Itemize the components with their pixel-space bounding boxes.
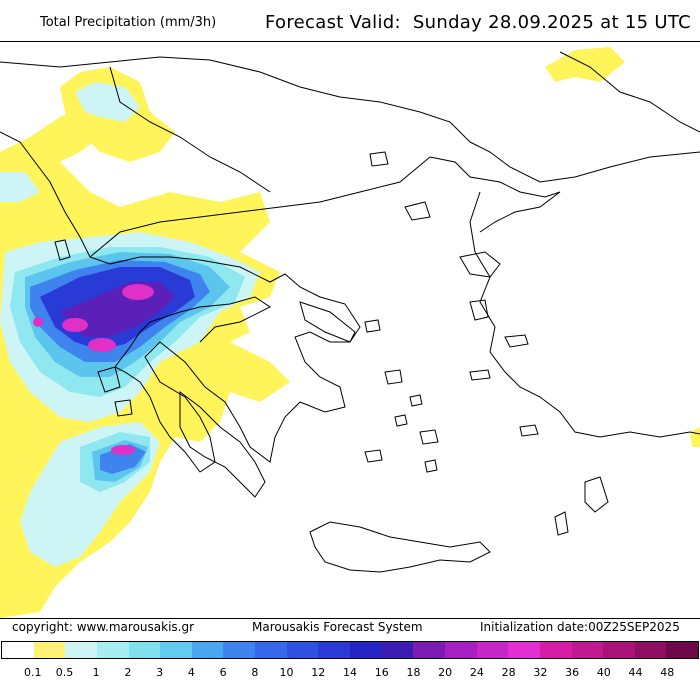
coast-turkey-west [469, 191, 700, 438]
legend-tick-label: 3 [156, 666, 164, 679]
legend-tick-label: 20 [438, 666, 453, 679]
island-santorini [424, 459, 438, 473]
legend-swatch [318, 642, 351, 658]
legend-swatch [444, 642, 477, 658]
legend-swatch [666, 642, 699, 658]
legend-swatch [128, 642, 161, 658]
legend-tick-label: 2 [124, 666, 132, 679]
legend-tick-label: 24 [469, 666, 484, 679]
copyright-text: copyright: www.marousakis.gr [12, 620, 195, 634]
coast-marmara [429, 156, 561, 233]
island-mykonos [409, 394, 423, 407]
border-east [559, 51, 700, 133]
legend-swatch [255, 642, 287, 658]
legend-swatch [476, 642, 509, 658]
legend-tick-label: 10 [279, 666, 294, 679]
island-corfu [54, 239, 71, 261]
color-legend [1, 641, 699, 659]
coast-mainland [0, 131, 361, 473]
legend-tick-label: 6 [219, 666, 227, 679]
border-inner [109, 66, 271, 193]
legend-swatch [539, 642, 572, 658]
legend-swatch [634, 642, 667, 658]
legend-swatch [603, 642, 635, 658]
border-north [0, 56, 471, 143]
forecast-valid-label: Forecast Valid: [265, 12, 401, 33]
legend-tick-label: 14 [343, 666, 357, 679]
island-skyros [364, 319, 381, 333]
precip-area-c1-north [75, 82, 140, 122]
legend-swatch [413, 642, 445, 658]
precipitation-map [0, 41, 700, 619]
legend-tick-label: 12 [311, 666, 326, 679]
precip-area-c4-south [100, 444, 146, 474]
precip-spot-2 [62, 318, 88, 332]
island-euboea [299, 301, 356, 343]
island-ikaria [469, 369, 491, 381]
system-name: Marousakis Forecast System [252, 620, 423, 634]
border-greece [89, 156, 431, 258]
island-kefalonia [97, 366, 121, 393]
island-kos [519, 424, 539, 437]
chart-title: Total Precipitation (mm/3h) [40, 15, 217, 30]
map-svg [0, 47, 700, 618]
forecast-valid-value: Sunday 28.09.2025 at 15 UTC [412, 12, 691, 33]
island-rhodes [584, 476, 609, 513]
legend-tick-label: 16 [374, 666, 389, 679]
legend-tick-label: 32 [533, 666, 548, 679]
legend-swatch [286, 642, 319, 658]
precipitation-fields [0, 47, 700, 618]
island-paros [394, 414, 408, 427]
legend-tick-label: 36 [565, 666, 580, 679]
island-naxos [419, 429, 439, 445]
legend-ticks: 0.1 0.5 1 2 3 4 6 8 10 12 14 16 18 20 24 28 32 36 40 44 48 [0, 666, 700, 680]
precip-spot-4 [33, 317, 43, 327]
island-karpathos [554, 511, 569, 536]
legend-swatch [508, 642, 540, 658]
legend-swatch [160, 642, 192, 658]
legend-tick-label: 0.1 [23, 666, 42, 679]
coast-peloponnese [179, 391, 266, 498]
legend-swatch [350, 642, 382, 658]
forecast-valid: Forecast Valid: Sunday 28.09.2025 at 15 … [265, 12, 691, 33]
legend-tick-label: 1 [92, 666, 100, 679]
islands [54, 151, 609, 536]
legend-tick-label: 44 [628, 666, 643, 679]
initialization-date: Initialization date:00Z25SEP2025 [480, 620, 680, 634]
legend-swatch [65, 642, 97, 658]
precip-spot-1 [122, 284, 154, 300]
legend-swatch [571, 642, 604, 658]
legend-swatch [33, 642, 66, 658]
island-zakynthos [114, 399, 133, 417]
island-samos [504, 334, 529, 348]
legend-swatch [2, 642, 34, 658]
legend-tick-label: 0.5 [55, 666, 74, 679]
precip-spot-5 [111, 445, 135, 455]
legend-tick-label: 40 [596, 666, 611, 679]
island-lemnos [404, 201, 431, 221]
island-chios [469, 299, 489, 321]
footer: copyright: www.marousakis.gr Marousakis … [0, 620, 700, 636]
legend-swatch [223, 642, 256, 658]
island-milos [364, 449, 383, 463]
precip-area-c1-west [0, 172, 40, 202]
island-andros [384, 369, 403, 385]
precip-area-light-se [690, 427, 700, 447]
legend-tick-label: 8 [251, 666, 259, 679]
legend-tick-label: 4 [187, 666, 195, 679]
coast-crete [309, 521, 491, 573]
legend-swatch [381, 642, 414, 658]
legend-tick-label: 18 [406, 666, 421, 679]
coastlines [0, 51, 700, 573]
coast-turkey [469, 141, 700, 183]
legend-swatch [191, 642, 224, 658]
legend-tick-label: 48 [660, 666, 675, 679]
island-thasos [369, 151, 389, 167]
island-lesvos [459, 251, 501, 278]
precip-spot-3 [88, 338, 116, 352]
legend-tick-label: 28 [501, 666, 516, 679]
legend-swatch [96, 642, 129, 658]
